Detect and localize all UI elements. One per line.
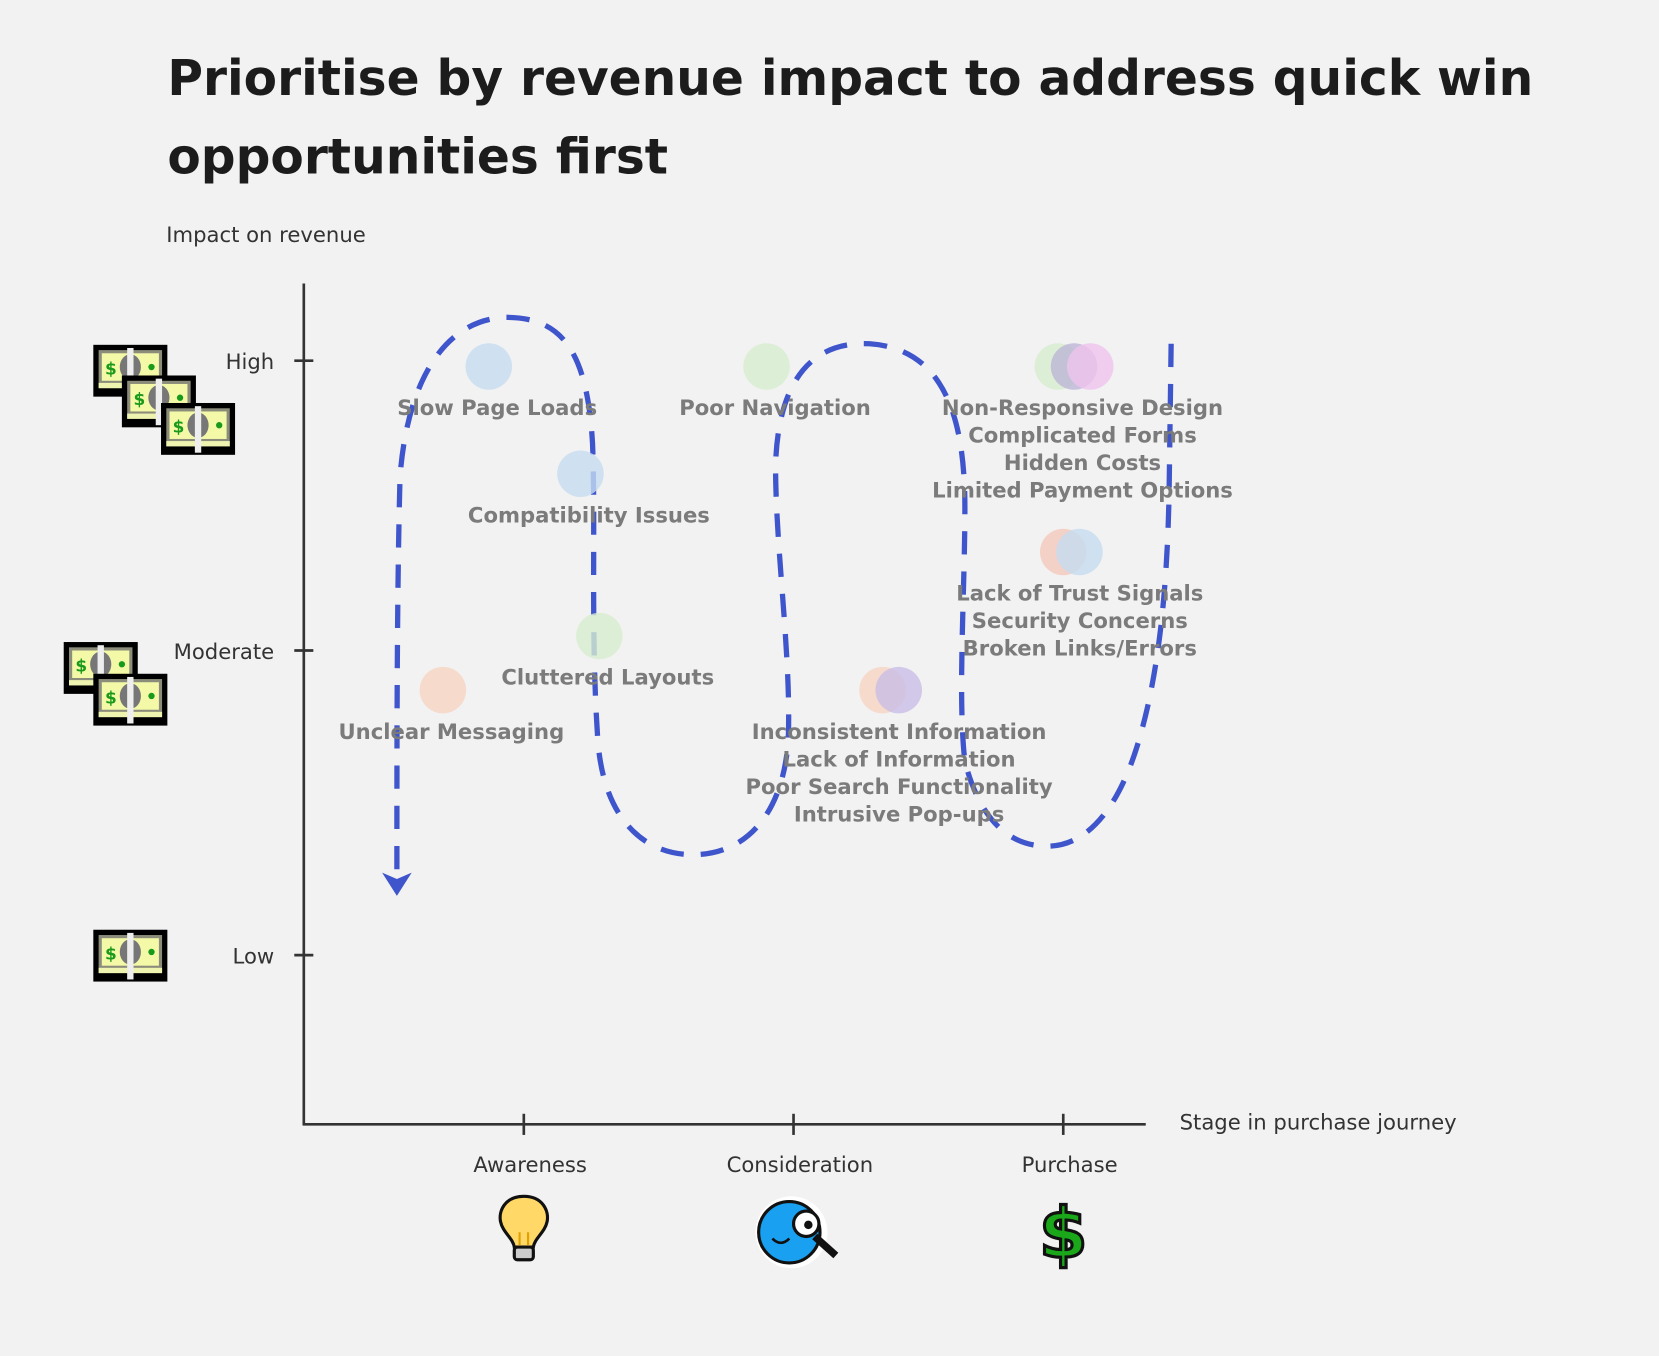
- banknote-icon: $: [93, 344, 168, 397]
- money-stack-1-icon: $: [93, 929, 168, 982]
- point-cluster: Cluttered Layouts: [501, 612, 714, 690]
- data-point-label: Limited Payment Options: [932, 478, 1233, 503]
- data-point[interactable]: [465, 343, 513, 390]
- data-point-label: Non-Responsive Design: [942, 395, 1223, 420]
- journey-arrowhead: [382, 872, 412, 896]
- lightbulb-icon: [498, 1194, 550, 1262]
- x-axis-label: Stage in purchase journey: [1180, 1110, 1457, 1135]
- data-point-label: Slow Page Loads: [397, 395, 597, 420]
- y-tick-label: High: [226, 349, 275, 374]
- data-point[interactable]: [743, 343, 790, 390]
- data-point-label: Hidden Costs: [1004, 450, 1161, 475]
- point-cluster: Non-Responsive Design Complicated FormsHi…: [932, 343, 1233, 503]
- x-tick-label: Consideration: [727, 1152, 874, 1177]
- journey-path: [394, 314, 1174, 884]
- data-point[interactable]: [419, 666, 467, 714]
- svg-text:$: $: [75, 656, 87, 676]
- point-cluster: Poor Navigation: [679, 343, 871, 420]
- data-point-label: Lack of Information: [783, 746, 1016, 771]
- svg-text:$: $: [105, 943, 117, 963]
- data-point[interactable]: [1056, 528, 1103, 576]
- data-point[interactable]: [1066, 343, 1114, 390]
- banknote-icon: $: [93, 673, 168, 726]
- data-point[interactable]: [557, 450, 604, 497]
- banknote-icon: $: [161, 402, 236, 455]
- magnifier-face-icon: [755, 1196, 839, 1269]
- dollar-sign-icon: $: [1037, 1192, 1089, 1276]
- data-point[interactable]: [875, 666, 922, 714]
- data-point-label: Poor Navigation: [679, 395, 871, 420]
- data-point-label: Poor Search Functionality: [746, 774, 1053, 799]
- data-point-label: Compatibility Issues: [468, 502, 710, 527]
- data-point-label: Lack of Trust Signals: [956, 581, 1203, 606]
- chart-title-line-2: opportunities first: [167, 129, 668, 185]
- svg-text:$: $: [134, 389, 146, 409]
- data-point[interactable]: [576, 612, 623, 660]
- data-point-label: Unclear Messaging: [338, 719, 564, 744]
- svg-text:$: $: [105, 687, 117, 707]
- point-cluster: Compatibility Issues: [468, 450, 710, 527]
- money-stack-2-icon: $$: [63, 642, 168, 726]
- data-point-label: Complicated Forms: [968, 423, 1197, 448]
- data-point-label: Security Concerns: [972, 608, 1188, 633]
- svg-text:$: $: [173, 417, 185, 437]
- chart-title-line-1: Prioritise by revenue impact to address …: [167, 51, 1533, 107]
- point-cluster: Unclear Messaging: [338, 666, 564, 744]
- data-point-label: Intrusive Pop-ups: [794, 801, 1005, 826]
- y-axis-label: Impact on revenue: [166, 222, 365, 247]
- money-stack-3-icon: $ $ $: [93, 344, 236, 455]
- svg-text:$: $: [105, 358, 117, 378]
- y-tick-label: Moderate: [174, 639, 275, 664]
- banknote-icon: $: [93, 929, 168, 982]
- svg-text:$: $: [1039, 1194, 1088, 1275]
- point-cluster: Slow Page Loads: [397, 343, 597, 420]
- data-point-label: Broken Links/Errors: [963, 636, 1197, 661]
- data-point-label: Inconsistent Information: [752, 719, 1047, 744]
- x-tick-label: Purchase: [1022, 1152, 1118, 1177]
- x-tick-label: Awareness: [473, 1152, 587, 1177]
- data-point-label: Cluttered Layouts: [501, 665, 714, 690]
- y-tick-label: Low: [233, 944, 275, 969]
- banknote-icon: $: [121, 375, 196, 428]
